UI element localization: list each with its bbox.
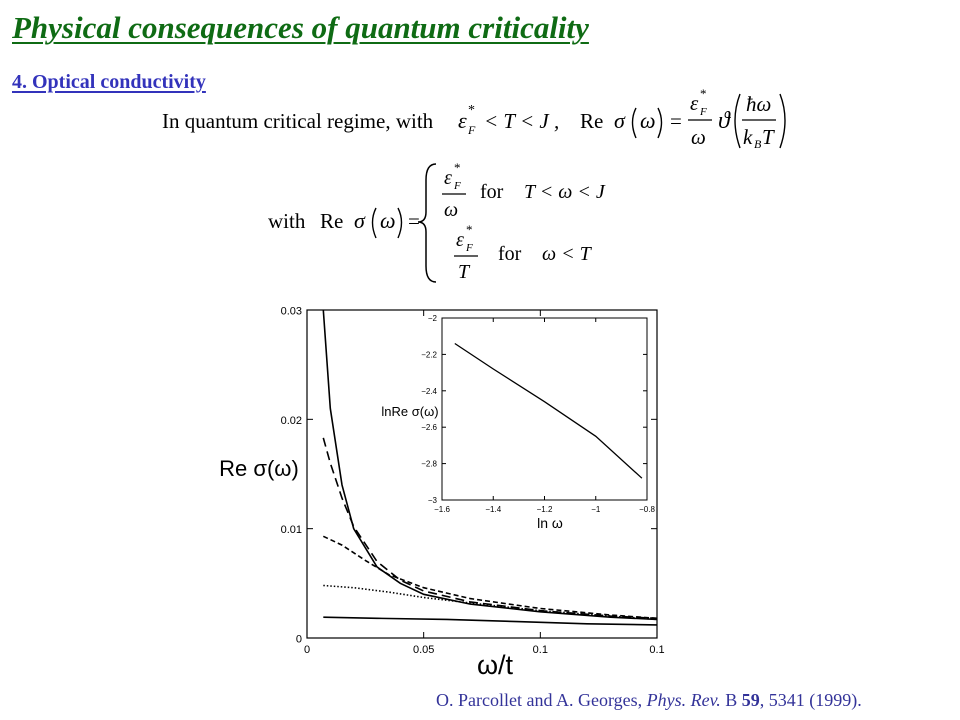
eq1-hbar-omega: ħω [746,92,771,116]
main-series-1 [322,309,658,621]
svg-text:F: F [453,180,461,192]
citation-journal: Phys. Rev. [646,690,721,710]
main-series-2 [322,437,658,620]
svg-text:F: F [465,242,473,254]
inset-x-axis-label: ln ω [537,515,563,531]
inset-series-1 [454,342,643,479]
inset-x-tick-label: −1.6 [434,505,450,514]
inset-x-tick-label: −0.8 [639,505,655,514]
main-x-tick-label: 0.1 [533,644,548,656]
eq2-case1-for: for [480,181,504,203]
eq2-brace [417,163,437,283]
svg-text:ω: ω [444,199,458,221]
eq1-sub-f: F [467,123,476,137]
eq2-re-label: Re [320,209,343,233]
eq1-omega: ω [640,108,656,133]
inset-y-axis-label: lnRe σ(ω) [381,404,438,419]
inset-y-tick-label: −2.8 [421,460,437,469]
eq2-case2-range: ω < T [542,243,593,265]
eq1-frac-sub-f: F [699,106,707,118]
inset-y-tick-label: −2.4 [421,387,437,396]
eq1-sigma: σ [614,108,626,133]
citation-authors: O. Parcollet and A. Georges, [436,690,643,710]
eq1-epsilon: ε [458,108,467,133]
svg-text:=: = [670,109,682,133]
inset-x-tick-label: −1.2 [537,505,553,514]
eq1-T: T [762,125,775,149]
citation-volume: 59 [741,690,760,710]
eq2-omega: ω [380,208,396,233]
main-x-axis-label: ω/t [477,650,514,680]
eq1-frac-star: * [700,86,707,101]
main-x-tick-label: 0 [304,644,310,656]
main-x-tick-label: 0.05 [413,644,434,656]
main-y-tick-label: 0.02 [281,415,302,427]
eq2-case2-for: for [498,243,522,265]
inset-y-tick-label: −2 [428,314,438,323]
svg-text:ε: ε [444,167,452,189]
eq1-frac-epsilon: ε [690,91,699,115]
inset-x-tick-label: −1.4 [485,505,501,514]
eq1-kb: k [743,125,753,149]
svg-text:ε: ε [456,229,464,251]
eq2-sigma: σ [354,208,366,233]
svg-text:=: = [408,209,420,233]
conductivity-chart: 0 0.05 0.1 0.1 0 0.01 0.02 0.03 ω/t Re σ(ω) −1.6 −1… [219,306,664,681]
eq1-frac-omega: ω [691,125,706,149]
inset-y-tick-label: −3 [428,496,438,505]
eq2-lead-text: with [268,209,306,233]
inset-y-tick-label: −2.2 [421,350,437,359]
eq1-star: * [468,103,475,118]
main-x-tick-label: 0.1 [649,644,664,656]
svg-text:*: * [466,222,473,237]
eq1-condition: < T < J , [484,109,559,133]
eq2-case1-range: T < ω < J [524,181,606,203]
eq1-paren-right [657,107,663,139]
main-y-tick-label: 0.03 [281,306,302,318]
eq1-sub-b: B [754,137,762,151]
main-y-axis-label: Re σ(ω) [219,456,299,481]
equation-cases: with Re σ ω = ε * F ω for T < ω < J ε * … [268,158,648,288]
svg-text:*: * [454,160,461,175]
eq1-theta: ϑ [718,108,731,134]
citation-rest: , 5341 (1999). [759,690,862,710]
main-series-3 [322,535,658,620]
main-y-tick-label: 0 [296,634,302,646]
inset-x-tick-label: −1 [591,505,601,514]
citation-series: B [725,690,738,710]
main-y-tick-label: 0.01 [281,524,302,536]
svg-text:T: T [458,261,471,283]
main-series-5 [323,616,658,626]
equation-quantum-critical: In quantum critical regime, with ε * F <… [162,86,802,154]
slide-title: Physical consequences of quantum critica… [12,10,589,45]
eq1-re-label: Re [580,109,603,133]
conductivity-figure: 0 0.05 0.1 0.1 0 0.01 0.02 0.03 ω/t Re σ(ω) −1.6 −1… [210,290,670,685]
inset-frame [441,317,648,501]
main-series-4 [323,584,658,621]
eq1-lead-text: In quantum critical regime, with [162,109,434,133]
section-heading: 4. Optical conductivity [12,71,206,93]
inset-y-tick-label: −2.6 [421,423,437,432]
eq1-paren-left [631,107,637,139]
citation: O. Parcollet and A. Georges, Phys. Rev. … [436,690,862,711]
